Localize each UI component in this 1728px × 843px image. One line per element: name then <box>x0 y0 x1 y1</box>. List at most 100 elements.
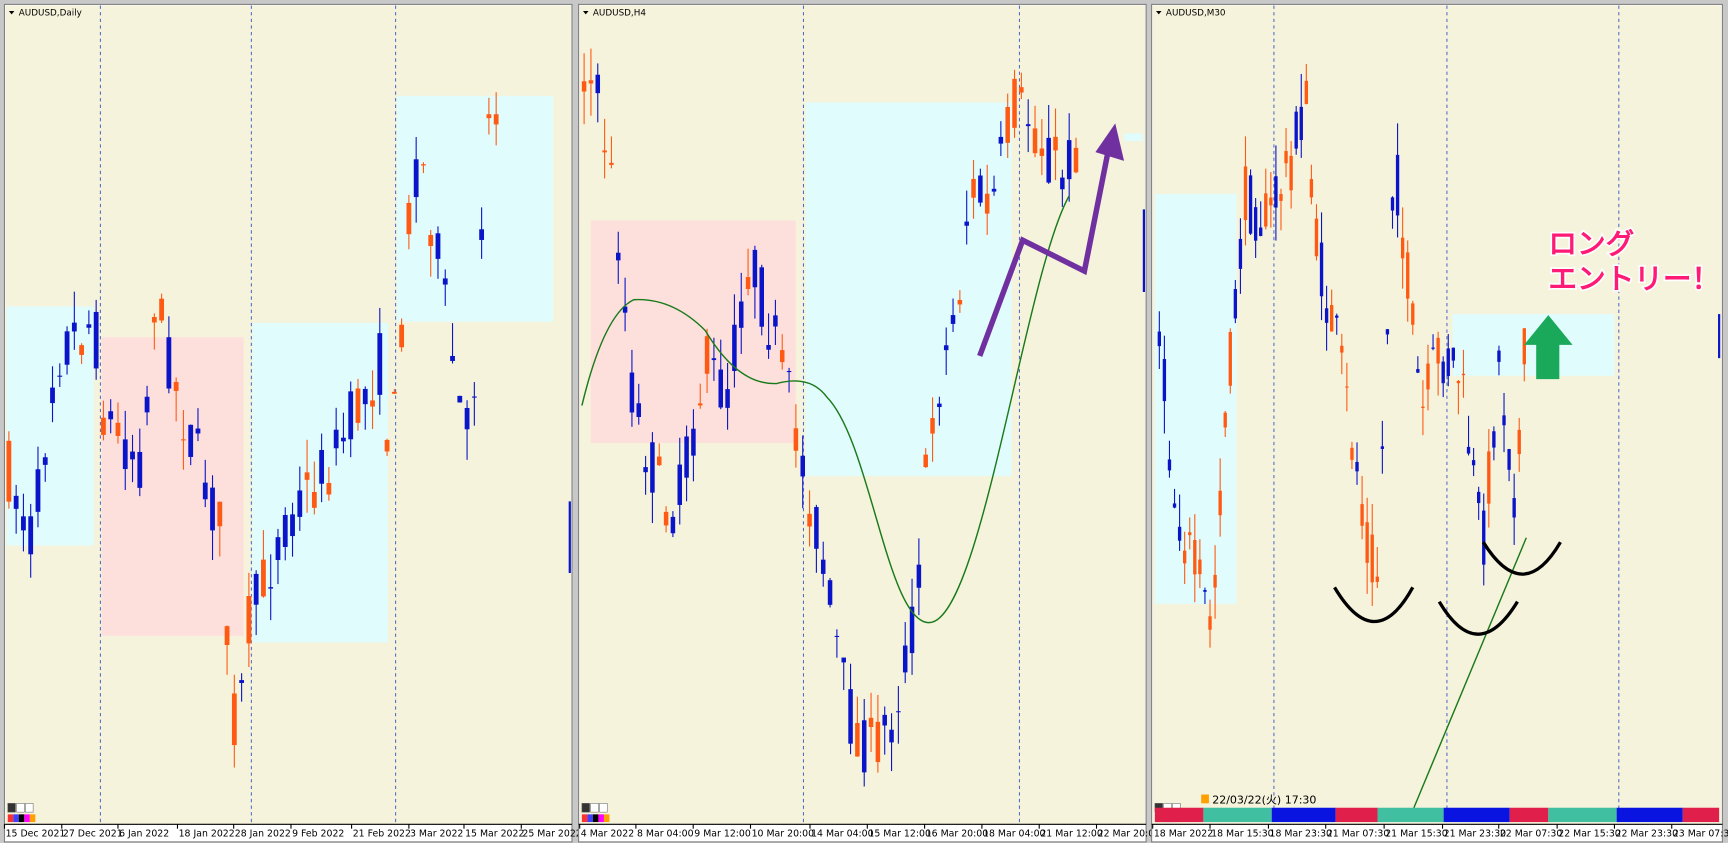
candle-body <box>1208 616 1212 630</box>
candle-body <box>1269 197 1273 206</box>
candle-body <box>1228 332 1232 386</box>
candle-body <box>1335 315 1339 318</box>
candle-body <box>290 514 295 537</box>
trend-arrow <box>977 153 1111 357</box>
candle-body <box>370 400 375 407</box>
candle-body <box>71 322 77 332</box>
candle-body <box>1340 345 1344 353</box>
candle-body <box>1233 289 1238 319</box>
session-bar <box>1443 807 1510 823</box>
candle-body <box>413 159 419 198</box>
candle-body <box>224 626 230 646</box>
x-tick-label: 25 Mar 2022 <box>522 828 581 839</box>
candle-body <box>697 403 703 406</box>
candle-body <box>1053 136 1058 151</box>
candle-body <box>1395 154 1400 216</box>
timestamp: 22/03/22(火) 17:30 <box>1212 793 1316 806</box>
color-swatch <box>24 814 30 823</box>
candle-body <box>1012 78 1017 128</box>
color-swatch <box>13 814 19 823</box>
x-tick-label: 28 Jan 2022 <box>235 828 291 839</box>
candle-body <box>978 175 983 203</box>
zone-box <box>1154 193 1237 604</box>
color-swatch <box>18 814 25 823</box>
candle-body <box>1487 451 1491 504</box>
candle-body <box>916 564 922 588</box>
candle-body <box>1512 498 1516 518</box>
candle-body <box>1466 446 1471 454</box>
candle-body <box>711 358 717 361</box>
candle-body <box>1329 305 1334 332</box>
candle-body <box>657 456 662 466</box>
candle-body <box>21 516 26 531</box>
candle-body <box>636 403 642 418</box>
x-tick-label: 9 Mar 12:00 <box>694 828 751 839</box>
bottom-curve <box>1437 600 1519 636</box>
candle-body <box>355 388 361 423</box>
color-swatch <box>581 814 588 823</box>
color-swatch <box>603 814 610 823</box>
x-tick-label: 18 Mar 2022 <box>1154 828 1213 839</box>
session-bar <box>1154 807 1204 823</box>
candle-body <box>807 513 812 527</box>
candle-body <box>827 580 833 605</box>
candle-body <box>1380 446 1385 449</box>
candle-body <box>909 606 915 654</box>
candle-body <box>493 114 499 125</box>
moving-average <box>581 195 1070 624</box>
candle-body <box>1172 503 1177 508</box>
color-swatch <box>592 814 599 823</box>
candle-body <box>889 729 894 743</box>
candle-body <box>1299 106 1303 141</box>
candle-body <box>984 193 990 214</box>
candle-body <box>311 491 317 508</box>
candle-body <box>943 345 949 351</box>
candle-body <box>663 511 669 526</box>
candle-body <box>1421 406 1425 408</box>
x-tick-label: 27 Dec 2021 <box>63 828 123 839</box>
candle-body <box>195 428 201 434</box>
candle-body <box>732 324 737 372</box>
candle-body <box>691 428 696 456</box>
candle-body <box>282 514 288 547</box>
candle-body <box>834 635 840 638</box>
candle-body <box>588 80 594 84</box>
candle-body <box>1314 218 1319 257</box>
candle-body <box>814 507 819 549</box>
candle-body <box>1304 80 1308 104</box>
x-tick-label: 21 Feb 2022 <box>353 828 411 839</box>
candle-body <box>319 450 325 484</box>
chart-icon <box>581 803 590 813</box>
candle-body <box>971 178 976 198</box>
candle-body <box>1416 369 1420 373</box>
candle-body <box>1324 308 1329 323</box>
candle-body <box>1243 166 1248 221</box>
candle-body <box>1441 361 1445 384</box>
candle-body <box>1309 179 1314 198</box>
candle-body <box>1284 151 1288 164</box>
candle-body <box>616 252 621 261</box>
candle-body <box>471 396 477 398</box>
candle-body <box>1193 540 1197 575</box>
candle-body <box>115 422 121 436</box>
candle-body <box>650 442 655 493</box>
candle-body <box>435 233 441 259</box>
chart-icon <box>16 803 25 813</box>
x-tick-label: 9 Feb 2022 <box>292 828 344 839</box>
candle-body <box>122 439 128 470</box>
candle-body <box>341 437 346 442</box>
annotation-line: ロング <box>1548 226 1634 260</box>
candle-body <box>861 720 867 773</box>
candle-body <box>79 345 85 355</box>
candle-body <box>684 436 689 478</box>
candle-body <box>718 369 723 408</box>
x-tick-label: 21 Mar 07:30 <box>1327 828 1390 839</box>
candle-body <box>896 711 901 713</box>
candle-body <box>377 333 383 395</box>
candle-body <box>1517 429 1521 455</box>
candle-body <box>950 315 956 324</box>
candle-body <box>1264 193 1268 227</box>
candle-body <box>643 467 648 473</box>
